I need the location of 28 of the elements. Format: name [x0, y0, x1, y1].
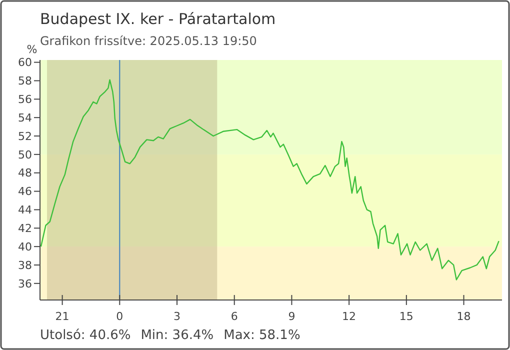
x-tick-label: 21 — [55, 310, 70, 323]
y-tick-label: 44 — [18, 204, 32, 217]
y-tick-label: 50 — [18, 148, 32, 162]
y-tick-label: 36 — [18, 277, 32, 290]
y-tick-label: 60 — [18, 56, 32, 70]
x-tick-label: 18 — [456, 310, 471, 323]
y-tick-label: 58 — [18, 74, 32, 88]
chart-subtitle: Grafikon frissítve: 2025.05.13 19:50 — [40, 34, 257, 48]
x-tick-label: 0 — [116, 310, 124, 323]
y-tick-label: 40 — [18, 240, 32, 254]
x-tick-label: 9 — [288, 310, 296, 323]
y-tick-label: 46 — [18, 185, 32, 198]
y-tick-label: 38 — [18, 258, 32, 272]
text: Min: 36.4% — [140, 328, 214, 343]
y-tick-label: 56 — [18, 93, 32, 106]
text: Utolsó: 40.6% — [40, 328, 131, 343]
text: Max: 58.1% — [224, 328, 300, 343]
y-tick-label: 42 — [18, 222, 32, 235]
x-tick-label: 15 — [399, 310, 414, 323]
y-tick-label: 54 — [18, 111, 32, 124]
chart-title: Budapest IX. ker - Páratartalom — [40, 10, 276, 28]
y-axis-title: % — [26, 43, 38, 56]
y-tick-label: 48 — [18, 166, 32, 180]
y-tick-label: 52 — [18, 130, 32, 143]
x-tick-label: 12 — [342, 310, 356, 323]
x-tick-label: 3 — [174, 310, 181, 323]
line-series — [40, 79, 500, 280]
x-tick-label: 6 — [230, 310, 238, 323]
